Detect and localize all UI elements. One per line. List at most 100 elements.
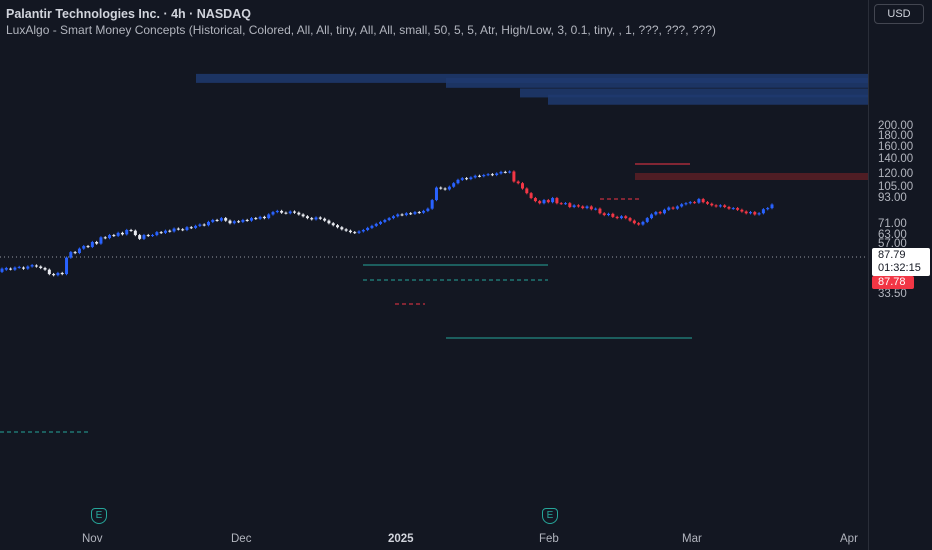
- price-tick-label: 200.00: [878, 119, 914, 132]
- candle-body: [396, 214, 400, 217]
- candle-body: [766, 208, 770, 210]
- price-tick-label: 33.50: [878, 288, 907, 301]
- order-block: [196, 73, 868, 83]
- candle-body: [602, 213, 606, 216]
- price-tick-label: 160.00: [878, 140, 914, 153]
- countdown-timer: 01:32:15: [878, 262, 921, 274]
- candle-body: [619, 216, 623, 219]
- candle-body: [13, 267, 17, 270]
- candle-body: [26, 266, 30, 269]
- candle-body: [267, 214, 271, 219]
- candle-body: [103, 237, 107, 239]
- candle-body: [275, 210, 279, 213]
- candle-body: [314, 217, 318, 220]
- candle-body: [641, 221, 645, 225]
- candle-body: [710, 203, 714, 206]
- candle-body: [133, 230, 137, 236]
- candle-body: [47, 269, 51, 275]
- candle-body: [413, 212, 417, 214]
- order-block: [635, 173, 868, 180]
- candle-body: [86, 246, 90, 248]
- candle-body: [262, 216, 266, 219]
- candle-body: [598, 208, 602, 214]
- order-block: [548, 94, 868, 105]
- candle-body: [43, 267, 47, 270]
- candle-body: [90, 241, 94, 247]
- candle-body: [465, 178, 469, 180]
- candle-body: [348, 230, 352, 233]
- candle-body: [486, 174, 490, 176]
- candle-body: [138, 235, 142, 239]
- candle-body: [632, 220, 636, 224]
- indicator-title: LuxAlgo - Smart Money Concepts (Historic…: [6, 23, 716, 37]
- candle-body: [232, 221, 236, 224]
- earnings-icon[interactable]: E: [91, 508, 107, 524]
- candle-body: [340, 227, 344, 230]
- candle-body: [172, 228, 176, 232]
- time-tick-label: 2025: [388, 533, 414, 545]
- candle-body: [215, 219, 219, 221]
- candle-body: [637, 223, 641, 225]
- candle-body: [60, 272, 64, 275]
- time-tick-label: Nov: [82, 533, 103, 545]
- candle-body: [409, 213, 413, 215]
- candle-body: [422, 210, 426, 213]
- candle-body: [559, 203, 563, 205]
- candle-body: [684, 203, 688, 205]
- currency-button[interactable]: USD: [874, 4, 924, 24]
- symbol-title: Palantir Technologies Inc. · 4h · NASDAQ: [6, 7, 251, 21]
- chart-plot[interactable]: [0, 0, 868, 530]
- candle-body: [249, 218, 253, 221]
- time-tick-label: Mar: [682, 533, 702, 545]
- candle-body: [185, 227, 189, 231]
- candle-body: [753, 212, 757, 215]
- candle-body: [525, 188, 529, 194]
- candle-body: [211, 219, 215, 222]
- price-tick-label: 63.00: [878, 228, 907, 241]
- candle-body: [224, 218, 228, 221]
- candle-body: [607, 213, 611, 216]
- earnings-icon[interactable]: E: [542, 508, 558, 524]
- candle-body: [460, 178, 464, 180]
- candle-body: [551, 198, 555, 203]
- candle-body: [658, 212, 662, 214]
- time-axis[interactable]: Nov Dec 2025 Feb Mar Apr: [0, 530, 868, 550]
- candle-body: [198, 224, 202, 226]
- time-tick-label: Apr: [840, 533, 858, 545]
- candle-body: [228, 220, 232, 224]
- candle-body: [120, 232, 124, 235]
- candle-body: [327, 220, 331, 224]
- price-tick-label: 71.00: [878, 217, 907, 230]
- candle-body: [568, 203, 572, 207]
- candle-body: [404, 213, 408, 216]
- candle-body: [99, 237, 103, 244]
- candle-body: [245, 219, 249, 221]
- candle-body: [125, 230, 129, 235]
- candle-body: [723, 205, 727, 207]
- candle-body: [443, 188, 447, 190]
- candle-body: [430, 200, 434, 209]
- candle-body: [538, 201, 542, 204]
- candle-body: [206, 221, 210, 226]
- candle-body: [662, 209, 666, 214]
- candle-body: [116, 232, 120, 236]
- candle-body: [594, 208, 598, 210]
- price-tick-label: 93.00: [878, 192, 907, 205]
- candle-body: [163, 230, 167, 233]
- candle-body: [688, 202, 692, 204]
- candle-body: [426, 208, 430, 211]
- candle-body: [280, 210, 284, 213]
- candle-body: [761, 209, 765, 214]
- candle-body: [645, 218, 649, 222]
- candle-body: [142, 235, 146, 239]
- candle-body: [697, 199, 701, 203]
- candle-body: [0, 268, 4, 272]
- candle-body: [434, 187, 438, 201]
- candle-body: [533, 198, 537, 202]
- candle-body: [499, 171, 503, 174]
- time-tick-label: Dec: [231, 533, 252, 545]
- candle-body: [353, 232, 357, 234]
- candle-body: [159, 232, 163, 234]
- candle-body: [529, 193, 533, 199]
- candle-body: [447, 186, 451, 190]
